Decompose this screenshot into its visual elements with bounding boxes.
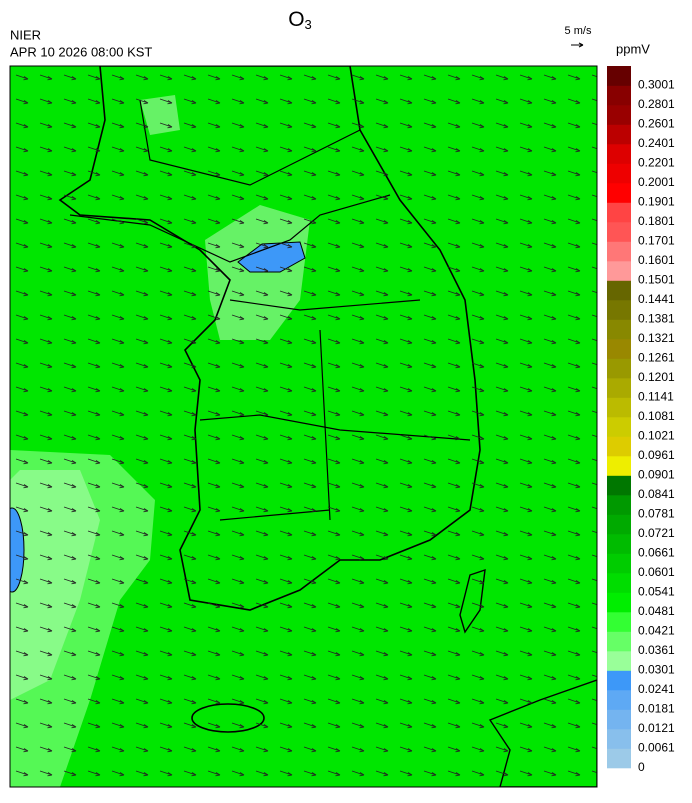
- colorbar-label: 0.1701: [638, 234, 675, 248]
- colorbar-segment: [607, 358, 631, 379]
- colorbar-segment: [607, 202, 631, 223]
- colorbar-label: 0.1261: [638, 351, 675, 365]
- colorbar-segment: [607, 241, 631, 262]
- colorbar-segment: [607, 573, 631, 593]
- map: [10, 66, 597, 787]
- colorbar-label: 0.2601: [638, 117, 675, 131]
- colorbar-segment: [607, 397, 631, 418]
- colorbar-label: 0.0481: [638, 604, 675, 618]
- colorbar-label: 0.3001: [638, 78, 675, 92]
- colorbar-label: 0: [638, 760, 645, 774]
- colorbar-segment: [607, 300, 631, 320]
- colorbar-segment: [607, 495, 631, 515]
- colorbar-segment: [607, 631, 631, 652]
- wind-vectors: [10, 66, 597, 787]
- colorbar-segment: [607, 280, 631, 301]
- colorbar-label: 0.1441: [638, 292, 675, 306]
- colorbar-segment: [607, 339, 631, 359]
- title: O3: [288, 8, 312, 33]
- agency: NIER: [10, 27, 41, 42]
- colorbar-label: 0.0361: [638, 643, 675, 657]
- colorbar-segment: [607, 748, 631, 769]
- datetime: APR 10 2026 08:00 KST: [10, 44, 152, 59]
- colorbar-label: 0.1321: [638, 331, 675, 345]
- colorbar-segment: [607, 456, 631, 476]
- colorbar-segment: [607, 144, 631, 164]
- colorbar-label: 0.0121: [638, 721, 675, 735]
- colorbar-segment: [607, 319, 631, 340]
- colorbar-segment: [607, 612, 631, 632]
- colorbar-label: 0.1381: [638, 312, 675, 326]
- colorbar-label: 0.0901: [638, 468, 675, 482]
- colorbar-segment: [607, 592, 631, 613]
- map-frame: [9, 65, 598, 788]
- vector-scale-arrow: [571, 42, 584, 48]
- colorbar-segment: [607, 124, 631, 145]
- colorbar-label: 0.2801: [638, 97, 675, 111]
- colorbar-label: 0.0721: [638, 526, 675, 540]
- colorbar-label: 0.0301: [638, 663, 675, 677]
- colorbar-segment: [607, 417, 631, 437]
- colorbar-label: 0.0661: [638, 546, 675, 560]
- colorbar-label: 0.1021: [638, 429, 675, 443]
- colorbar-segment: [607, 85, 631, 106]
- colorbar-label: 0.0961: [638, 448, 675, 462]
- colorbar-segment: [607, 163, 631, 184]
- colorbar-segment: [607, 534, 631, 554]
- colorbar-label: 0.1601: [638, 253, 675, 267]
- colorbar-label: 0.0241: [638, 682, 675, 696]
- colorbar-label: 0.0781: [638, 507, 675, 521]
- colorbar-segment: [607, 709, 631, 730]
- colorbar-label: 0.2001: [638, 175, 675, 189]
- colorbar-label: 0.1901: [638, 195, 675, 209]
- colorbar-label: 0.0601: [638, 565, 675, 579]
- colorbar-segment: [607, 222, 631, 242]
- colorbar-label: 0.0061: [638, 741, 675, 755]
- colorbar-segment: [607, 261, 631, 281]
- colorbar-segment: [607, 651, 631, 671]
- colorbar-label: 0.1081: [638, 409, 675, 423]
- colorbar-label: 0.0841: [638, 487, 675, 501]
- colorbar-segment: [607, 105, 631, 125]
- colorbar-label: 0.0421: [638, 624, 675, 638]
- colorbar-label: 0.2201: [638, 156, 675, 170]
- colorbar-segment: [607, 553, 631, 574]
- vector-scale-label: 5 m/s: [565, 25, 592, 37]
- colorbar-segment: [607, 66, 631, 86]
- colorbar-segment: [607, 436, 631, 457]
- colorbar-segment: [607, 475, 631, 496]
- colorbar-label: 0.0181: [638, 702, 675, 716]
- colorbar-label: 0.1801: [638, 214, 675, 228]
- title-main: O: [288, 8, 304, 31]
- colorbar-label: 0.0541: [638, 585, 675, 599]
- colorbar-segment: [607, 690, 631, 710]
- colorbar-label: 0.1501: [638, 273, 675, 287]
- colorbar-label: 0.1141: [638, 390, 674, 404]
- title-subscript: 3: [305, 17, 312, 32]
- colorbar-label: 0.2401: [638, 136, 675, 150]
- colorbar-segment: [607, 670, 631, 691]
- colorbar-label: 0.1201: [638, 370, 675, 384]
- colorbar-segment: [607, 183, 631, 203]
- colorbar-segment: [607, 514, 631, 535]
- colorbar-unit: ppmV: [616, 41, 650, 56]
- colorbar-segment: [607, 378, 631, 398]
- colorbar-segment: [607, 729, 631, 749]
